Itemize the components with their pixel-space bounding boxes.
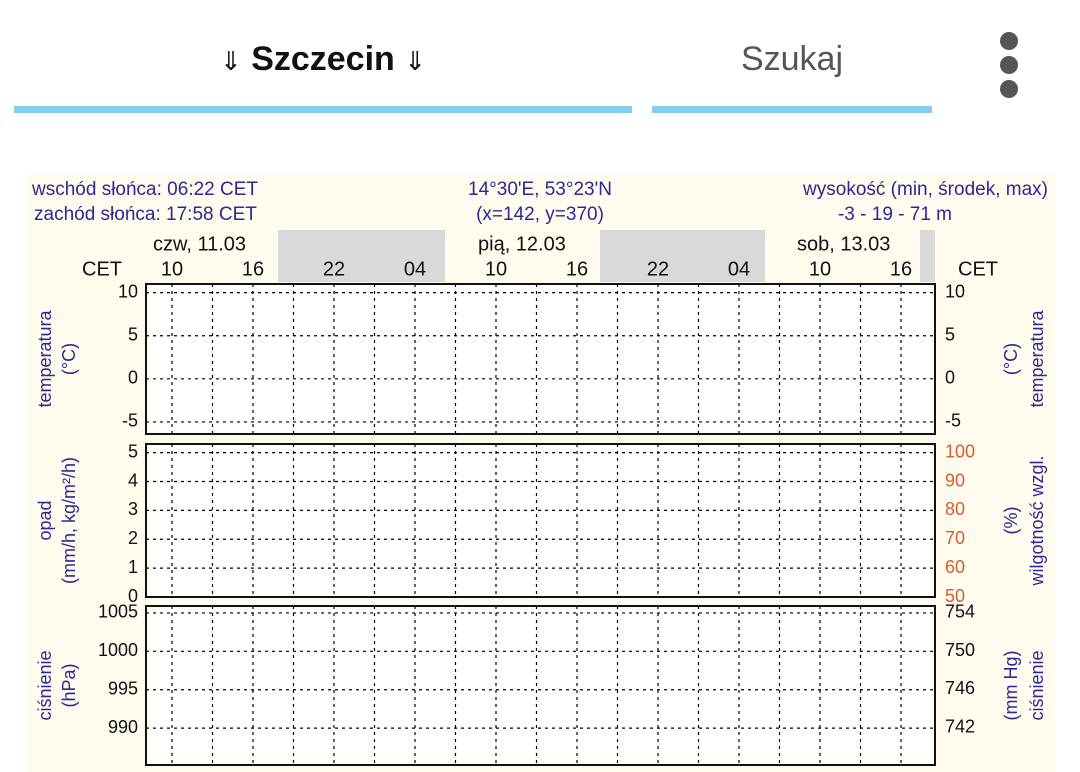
y2-axis-unit: (mm Hg) [1001, 651, 1021, 721]
menu[interactable] [1000, 32, 1018, 98]
day-label: pią, 12.03 [478, 233, 566, 255]
y2-tick-label: 5 [945, 324, 955, 344]
arrow: ⇓ [219, 46, 242, 76]
y-tick-label: 990 [108, 717, 138, 737]
sunrise: wschód słońca: 06:22 CET [31, 179, 258, 200]
x-tick-label: 10 [809, 258, 831, 280]
y2-axis-label: wilgotność wzgl. [1027, 455, 1047, 586]
panel-frame [145, 283, 936, 435]
x-tick-label: 22 [647, 258, 669, 280]
night-band [920, 230, 935, 282]
sunset: zachód słońca: 17:58 CET [34, 204, 257, 225]
y2-tick-label: 80 [945, 499, 965, 519]
x-tick-label: 04 [728, 258, 750, 280]
y2-tick-label: 750 [945, 640, 975, 660]
y-tick-label: 0 [128, 368, 138, 388]
x-tick-label: 04 [404, 258, 426, 280]
y2-tick-label: 70 [945, 528, 965, 548]
tab-underline [652, 106, 932, 113]
time-zone: CET [82, 258, 122, 280]
panel-bg [146, 284, 935, 434]
x-tick-label: 16 [566, 258, 588, 280]
y2-tick-label: -5 [945, 411, 961, 431]
y2-tick-label: 90 [945, 470, 965, 490]
panel-frame [145, 605, 936, 766]
night-band [600, 230, 765, 282]
y2-axis-label: ciśnienie [1027, 650, 1047, 720]
y-axis-unit: (mm/h, kg/m²/h) [59, 457, 79, 584]
x-tick-label: 16 [242, 258, 264, 280]
y-tick-label: 10 [118, 281, 138, 301]
y-axis-label: opad [35, 500, 55, 540]
x-tick-label: 16 [890, 258, 912, 280]
y-axis-unit: (°C) [59, 343, 79, 375]
y2-tick-label: 60 [945, 557, 965, 577]
y-tick-label: 5 [128, 324, 138, 344]
y-tick-label: 0 [128, 586, 138, 606]
y2-tick-label: 10 [945, 281, 965, 301]
y2-tick-label: 746 [945, 678, 975, 698]
city: Szczecin [251, 40, 395, 78]
y-tick-label: 5 [128, 441, 138, 461]
y-tick-label: 4 [128, 470, 138, 490]
x-tick-label: 22 [323, 258, 345, 280]
night-band [278, 230, 445, 282]
panel-bg [146, 606, 935, 765]
y2-tick-label: 0 [945, 368, 955, 388]
y-axis-label: temperatura [35, 309, 55, 407]
tab-underline [14, 106, 632, 113]
panel-bg [146, 444, 935, 597]
day-label: czw, 11.03 [153, 233, 246, 255]
y2-axis-unit: (°C) [1001, 343, 1021, 375]
elevation: -3 - 19 - 71 m [838, 204, 952, 225]
y2-tick-label: 754 [945, 601, 975, 621]
y2-axis-unit: (%) [1001, 507, 1021, 535]
y-tick-label: -5 [122, 411, 138, 431]
time-zone: CET [958, 258, 998, 280]
y2-tick-label: 742 [945, 716, 975, 736]
day-label: sob, 13.03 [797, 233, 890, 255]
y2-tick-label: 50 [945, 586, 965, 606]
y-tick-label: 1005 [98, 602, 138, 622]
y-tick-label: 1 [128, 557, 138, 577]
search[interactable]: Szukaj [740, 40, 844, 78]
grid-point: (x=142, y=370) [476, 204, 604, 225]
coords: 14°30'E, 53°23'N [468, 179, 612, 200]
city-selector[interactable]: ⇓ Szczecin ⇓ [14, 40, 632, 79]
y-tick-label: 995 [108, 678, 138, 698]
panel-frame [145, 443, 936, 598]
y2-axis-label: temperatura [1027, 309, 1047, 407]
y-axis-unit: (hPa) [59, 663, 79, 707]
y-tick-label: 2 [128, 528, 138, 548]
x-tick-label: 10 [161, 258, 183, 280]
elevation-label: wysokość (min, środek, max) [802, 179, 1048, 200]
x-tick-label: 10 [485, 258, 507, 280]
y-tick-label: 1000 [98, 640, 138, 660]
y2-tick-label: 100 [945, 441, 975, 461]
y-axis-label: ciśnienie [35, 650, 55, 720]
arrow: ⇓ [404, 46, 427, 76]
y-tick-label: 3 [128, 499, 138, 519]
